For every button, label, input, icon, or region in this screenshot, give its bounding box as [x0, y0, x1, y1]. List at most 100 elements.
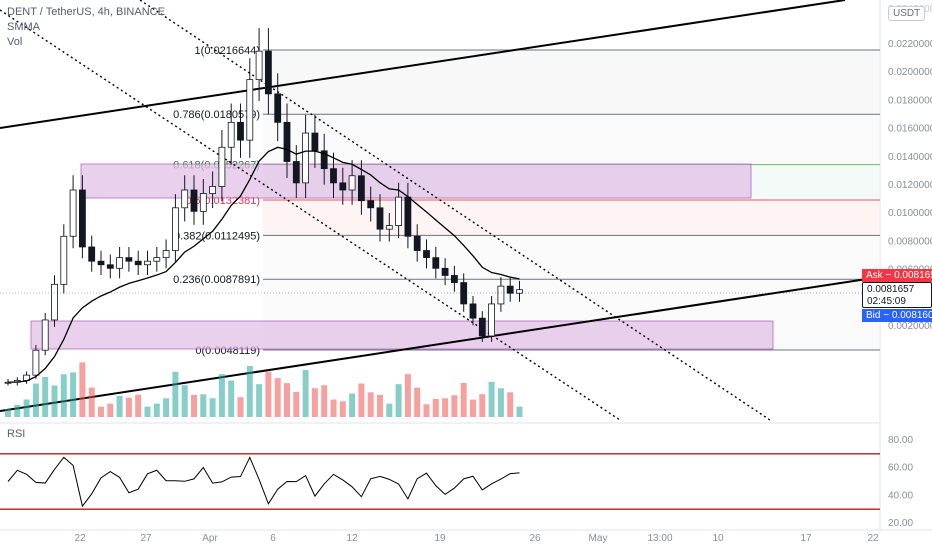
price-axis-tick: 0.0080000 — [888, 236, 932, 247]
candle-body — [32, 349, 40, 376]
volume-bar — [51, 385, 58, 417]
fib-band — [263, 235, 880, 280]
volume-bar — [14, 404, 21, 417]
candle-body — [97, 260, 105, 266]
volume-bar — [311, 388, 318, 417]
candle-body — [413, 235, 421, 251]
volume-bar — [135, 394, 142, 417]
rsi-indicator-label[interactable]: RSI — [7, 428, 26, 440]
volume-bar — [293, 391, 300, 417]
volume-bar — [144, 406, 151, 417]
volume-indicator-label[interactable]: Vol — [7, 36, 23, 48]
volume-bar — [423, 404, 430, 417]
candle-body — [218, 146, 226, 187]
volume-bar — [5, 409, 11, 417]
rsi-axis-tick: 40.00 — [888, 490, 913, 501]
volume-bar — [265, 371, 272, 417]
time-axis-tick: 10 — [712, 533, 724, 544]
rsi-line — [7, 456, 520, 508]
volume-bar — [442, 398, 449, 417]
volume-bar — [172, 371, 179, 417]
candle-body — [199, 193, 207, 212]
fib-level-label: 0.382(0.0112495) — [174, 230, 260, 242]
volume-bar — [200, 394, 207, 417]
time-axis-tick: 12 — [346, 533, 358, 544]
candle-body — [181, 189, 189, 209]
price-axis-tick: 0.0220000 — [888, 39, 932, 50]
chart-legend: DENT / TetherUS, 4h, BINANCE SMMA Vol — [7, 5, 165, 50]
bid-price-tag: Bid − 0.0081601 — [862, 309, 932, 322]
volume-bar — [70, 372, 77, 417]
price-axis-tick: 0.0180000 — [888, 95, 932, 106]
volume-bar — [479, 394, 486, 417]
rsi-axis-tick: 60.00 — [888, 463, 913, 474]
candle-body — [134, 260, 142, 266]
volume-bar — [386, 403, 393, 417]
candle-body — [209, 186, 217, 194]
volume-bar — [60, 374, 67, 417]
candle-body — [497, 285, 505, 305]
currency-unit-badge[interactable]: USDT — [888, 6, 926, 21]
candle-body — [292, 161, 300, 184]
volume-bar — [23, 399, 30, 417]
candle-body — [357, 175, 365, 202]
candle-body — [41, 319, 49, 351]
volume-bar — [507, 392, 514, 417]
lower-trendline — [0, 276, 881, 412]
candle-body — [404, 196, 412, 237]
candle-body — [478, 317, 486, 337]
volume-bar — [460, 382, 467, 417]
rsi-axis-tick: 80.00 — [888, 435, 913, 446]
candle-body — [376, 207, 384, 230]
candle-body — [255, 50, 263, 81]
volume-bar — [451, 395, 458, 417]
volume-bar — [181, 385, 188, 417]
smma-indicator-label[interactable]: SMMA — [7, 21, 40, 33]
volume-bar — [330, 399, 337, 417]
current-price-tag: 0.0081657 02:45:09 — [862, 282, 932, 308]
volume-bar — [302, 370, 309, 417]
candle-body — [125, 257, 133, 262]
time-axis-tick: 22 — [74, 533, 86, 544]
volume-bar — [432, 398, 439, 417]
price-axis-tick: 0.0200000 — [888, 67, 932, 78]
descending-channel-top — [139, 0, 771, 421]
candle-body — [162, 250, 170, 259]
candle-body — [488, 303, 496, 337]
candle-body — [460, 282, 468, 305]
candle-body — [153, 257, 161, 262]
volume-bar — [209, 398, 216, 417]
candle-body — [450, 275, 458, 283]
volume-bar — [125, 397, 132, 417]
fib-band — [263, 50, 880, 115]
candle-body — [190, 189, 198, 212]
candle-body — [171, 207, 179, 251]
symbol-title[interactable]: DENT / TetherUS, 4h, BINANCE — [7, 6, 165, 18]
volume-bar — [414, 387, 421, 417]
volume-bar — [256, 384, 263, 417]
volume-bar — [488, 381, 495, 417]
volume-bar — [395, 384, 402, 417]
volume-bar — [246, 366, 253, 417]
volume-bar — [404, 374, 411, 417]
candle-body — [246, 79, 254, 141]
time-axis-tick: 26 — [529, 533, 541, 544]
volume-bar — [32, 383, 39, 417]
volume-bar — [367, 392, 374, 417]
time-axis-tick: 17 — [800, 533, 812, 544]
candle-body — [144, 260, 151, 266]
candle-body — [51, 283, 58, 321]
candle-body — [311, 132, 319, 152]
candle-body — [395, 196, 403, 227]
price-axis-tick: 0.0020000 — [888, 321, 932, 332]
fib-band — [263, 200, 880, 236]
volume-bar — [116, 395, 123, 417]
candle-body — [469, 303, 477, 319]
candle-body — [106, 264, 114, 269]
time-axis-tick: 13:00 — [647, 533, 672, 544]
candle-body — [60, 235, 68, 285]
price-axis-tick: 0.0140000 — [888, 152, 932, 163]
candle-body — [116, 257, 123, 269]
candle-body — [320, 150, 328, 170]
